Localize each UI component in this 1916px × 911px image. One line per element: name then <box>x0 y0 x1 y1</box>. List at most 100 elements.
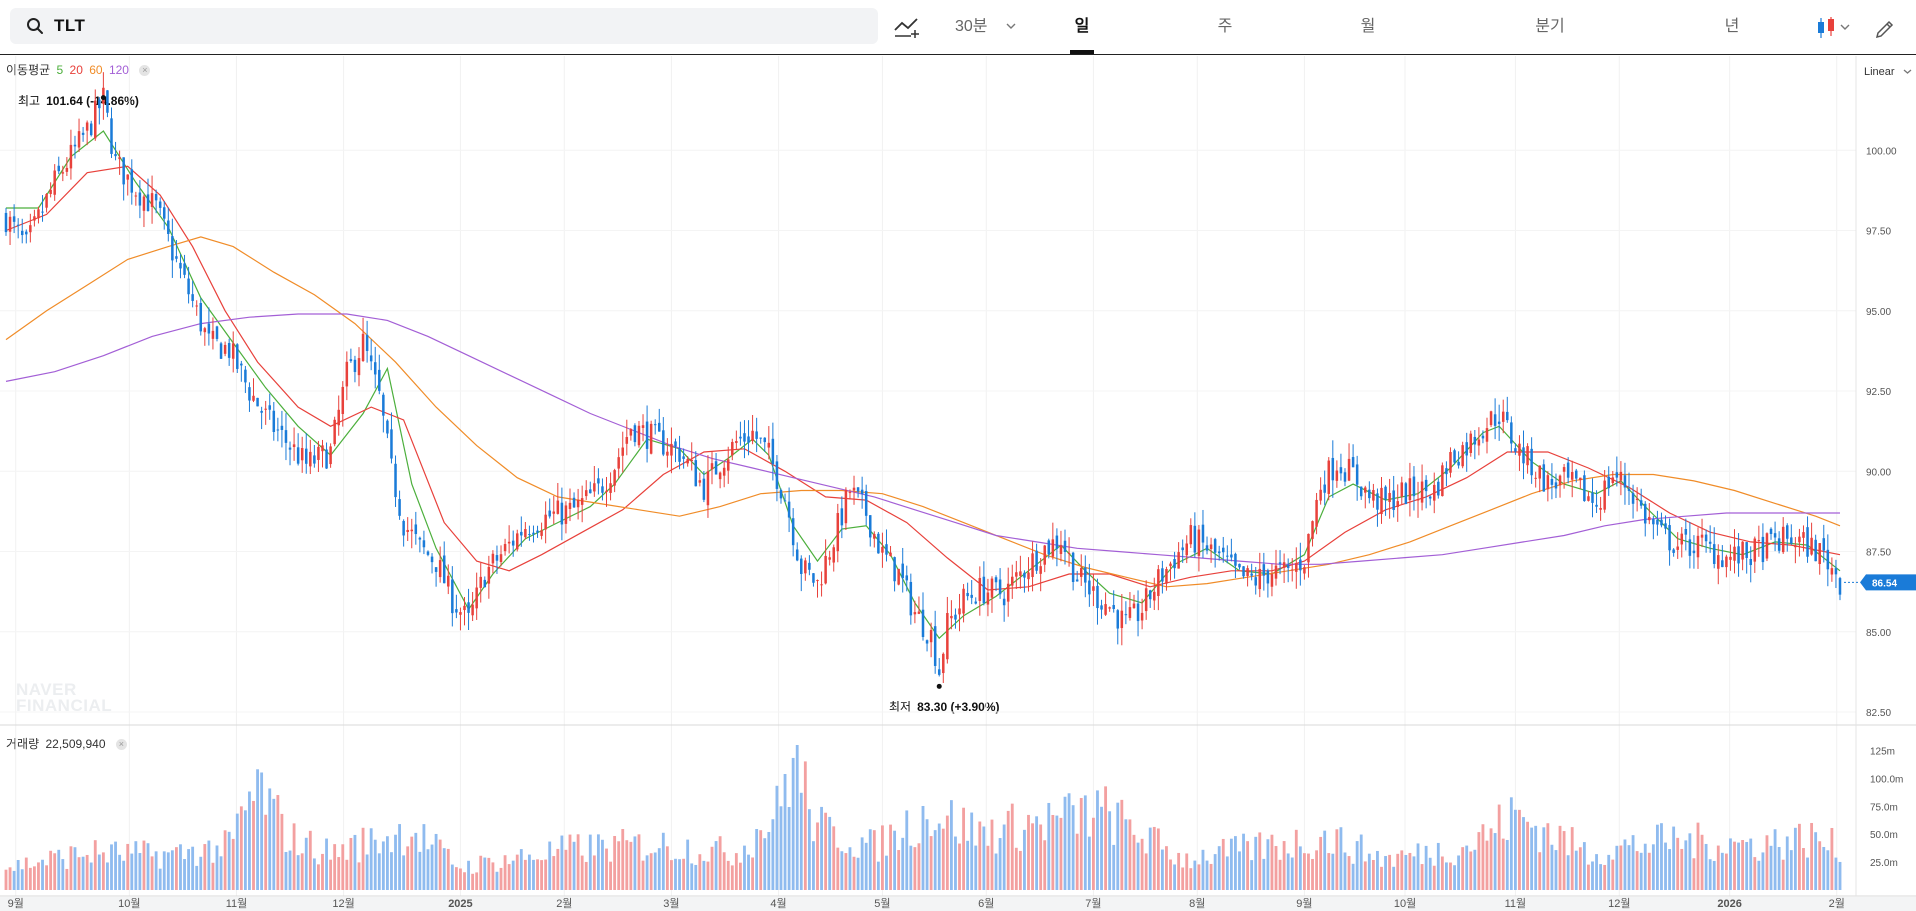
candle <box>369 355 373 362</box>
volume-bar <box>803 761 807 890</box>
tab-period-1[interactable]: 주 <box>1217 18 1233 35</box>
volume-bar <box>1063 796 1067 890</box>
volume-bar <box>507 864 511 890</box>
candle <box>800 558 803 575</box>
candle <box>694 460 698 487</box>
candles <box>4 72 1842 684</box>
volume-bar <box>1120 799 1124 890</box>
volume-bar <box>568 834 572 890</box>
volume-bar <box>678 859 681 890</box>
volume-bar <box>37 862 40 890</box>
volume-bar <box>1160 849 1164 890</box>
tab-period-3[interactable]: 분기 <box>1535 18 1565 35</box>
candle <box>1668 525 1671 551</box>
candle <box>1575 470 1578 479</box>
volume-bar <box>1724 853 1728 890</box>
volume-bar <box>1550 844 1554 890</box>
axes: 9월 10월 11월 12월 2025 2월 3월 4월 5월 6월 7월 8월 9월 10월 11월 12월… <box>0 56 1916 911</box>
candle <box>702 478 706 500</box>
ma-remove-icon[interactable]: × <box>139 65 151 77</box>
volume-bar <box>1635 851 1639 890</box>
volume-bar <box>1522 817 1525 890</box>
volume-bar <box>1185 853 1189 890</box>
volume-bar <box>1116 802 1120 890</box>
volume-bar <box>1696 822 1700 890</box>
volume-bar <box>1132 834 1136 890</box>
candle <box>1493 414 1497 426</box>
volume-bar <box>580 855 584 890</box>
volume-bar <box>1323 830 1327 890</box>
low-label-value: 83.30 (+3.90%) <box>917 700 1000 714</box>
tab-period-0[interactable]: 일 <box>1052 0 1112 54</box>
tab-period-4[interactable]: 년 <box>1724 18 1740 35</box>
candle <box>1769 528 1773 535</box>
candle <box>901 563 904 579</box>
y-tick-label: 100.00 <box>1866 146 1897 157</box>
volume-bar <box>1144 853 1148 890</box>
candle <box>808 562 811 570</box>
candle <box>227 342 231 358</box>
volume-bar <box>1465 845 1469 890</box>
candle <box>1672 549 1675 553</box>
candle <box>726 459 730 471</box>
candle <box>954 614 957 620</box>
volume-bar <box>118 854 122 890</box>
volume-bar <box>4 869 8 890</box>
volume-remove-icon[interactable]: × <box>115 739 127 751</box>
volume-bar <box>868 829 872 890</box>
candle <box>1481 435 1485 439</box>
candle <box>1461 445 1464 467</box>
candle <box>341 386 345 414</box>
volume-bar <box>248 791 251 890</box>
volume-bar <box>61 859 65 890</box>
volume-bar <box>394 834 397 890</box>
volume-bar <box>491 862 495 890</box>
x-tick-label: 2월 <box>556 897 572 910</box>
candle <box>1173 559 1176 569</box>
volume-bar <box>1043 840 1047 890</box>
candle <box>1331 457 1335 481</box>
volume-bar <box>1286 853 1290 890</box>
volume-bar <box>1315 850 1318 890</box>
tab-period-2[interactable]: 월 <box>1360 18 1376 35</box>
candle <box>1319 489 1322 501</box>
candle <box>1656 519 1659 525</box>
interval-select[interactable]: 30분 <box>955 10 1016 44</box>
candle <box>1343 472 1347 482</box>
candle <box>1286 564 1290 568</box>
candle <box>309 451 312 467</box>
volume-bar <box>414 832 418 890</box>
volume-bar <box>1104 786 1108 890</box>
search-input[interactable]: TLT <box>54 16 86 35</box>
volume-bar <box>1761 852 1765 890</box>
volume-bar <box>1558 825 1562 890</box>
scale-select[interactable]: Linear <box>1864 66 1912 78</box>
pencil-icon[interactable] <box>1874 16 1896 38</box>
candle <box>1031 553 1034 578</box>
volume-bar <box>187 849 191 890</box>
search-box[interactable]: TLT <box>10 8 878 44</box>
candle <box>593 483 596 492</box>
volume-bar <box>1351 863 1355 890</box>
trend-line-add-icon[interactable] <box>893 15 921 39</box>
candle <box>1104 604 1107 615</box>
volume-bar <box>1156 828 1160 890</box>
candle <box>1384 486 1387 500</box>
candle <box>1733 546 1736 561</box>
volume-bar <box>1339 827 1343 890</box>
volume-bar <box>1749 838 1753 890</box>
candle <box>1717 555 1720 569</box>
volume-bar <box>1708 859 1712 890</box>
volume-bar <box>1420 864 1424 890</box>
candle <box>589 489 592 494</box>
candle <box>1351 457 1355 468</box>
candle <box>1327 460 1331 494</box>
volume-bar <box>767 831 771 890</box>
volume-bar <box>698 854 702 890</box>
candle <box>134 195 138 197</box>
volume-bar <box>1798 823 1801 890</box>
candlestick-icon[interactable] <box>1816 16 1856 40</box>
candle <box>771 438 775 465</box>
volume-bar <box>588 834 592 890</box>
